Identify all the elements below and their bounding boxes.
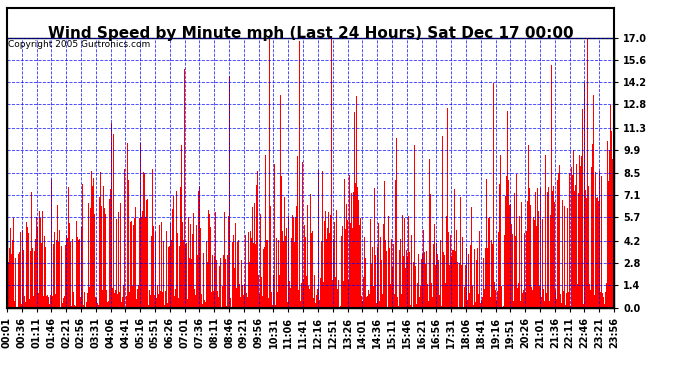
Text: Wind Speed by Minute mph (Last 24 Hours) Sat Dec 17 00:00: Wind Speed by Minute mph (Last 24 Hours)… bbox=[48, 26, 573, 41]
Text: Copyright 2005 Gurtronics.com: Copyright 2005 Gurtronics.com bbox=[8, 40, 150, 49]
